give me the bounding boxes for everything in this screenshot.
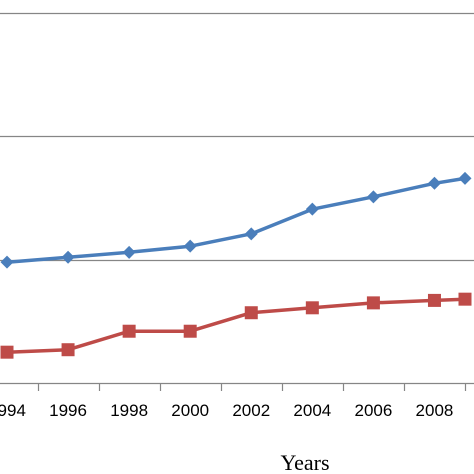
data-point-square xyxy=(427,293,441,307)
x-tick-label: 1996 xyxy=(49,401,87,420)
data-point-diamond xyxy=(366,190,380,204)
x-tick-label: 2004 xyxy=(293,401,331,420)
data-point-square xyxy=(122,324,136,338)
data-point-diamond xyxy=(305,202,319,216)
x-tick-label: 2000 xyxy=(171,401,209,420)
x-axis xyxy=(0,382,474,391)
data-point-square xyxy=(61,343,75,357)
data-point-diamond xyxy=(183,239,197,253)
x-tick-label: 1998 xyxy=(110,401,148,420)
x-tick-label: 2008 xyxy=(416,401,454,420)
x-tick-label: 1994 xyxy=(0,401,26,420)
data-point-square xyxy=(0,345,14,359)
data-point-diamond xyxy=(61,250,75,264)
x-axis-title: Years xyxy=(280,450,329,474)
x-tick-label: 2006 xyxy=(354,401,392,420)
x-tick-labels: 1994 1996 1998 2000 2002 2004 2006 2008 xyxy=(0,401,453,420)
series-markers xyxy=(0,171,472,359)
data-point-diamond xyxy=(427,176,441,190)
series-lines xyxy=(6,176,466,354)
series-line-1 xyxy=(6,176,466,264)
data-point-square xyxy=(183,324,197,338)
data-point-square xyxy=(366,296,380,310)
data-point-square xyxy=(244,306,258,320)
x-tick-label: 2002 xyxy=(232,401,270,420)
data-point-diamond xyxy=(122,245,136,259)
data-point-diamond xyxy=(244,227,258,241)
gridlines xyxy=(0,12,474,262)
data-point-diamond xyxy=(458,171,472,185)
data-point-square xyxy=(305,301,319,315)
data-point-diamond xyxy=(0,255,14,269)
series-line-2 xyxy=(6,297,466,354)
data-point-square xyxy=(458,292,472,306)
